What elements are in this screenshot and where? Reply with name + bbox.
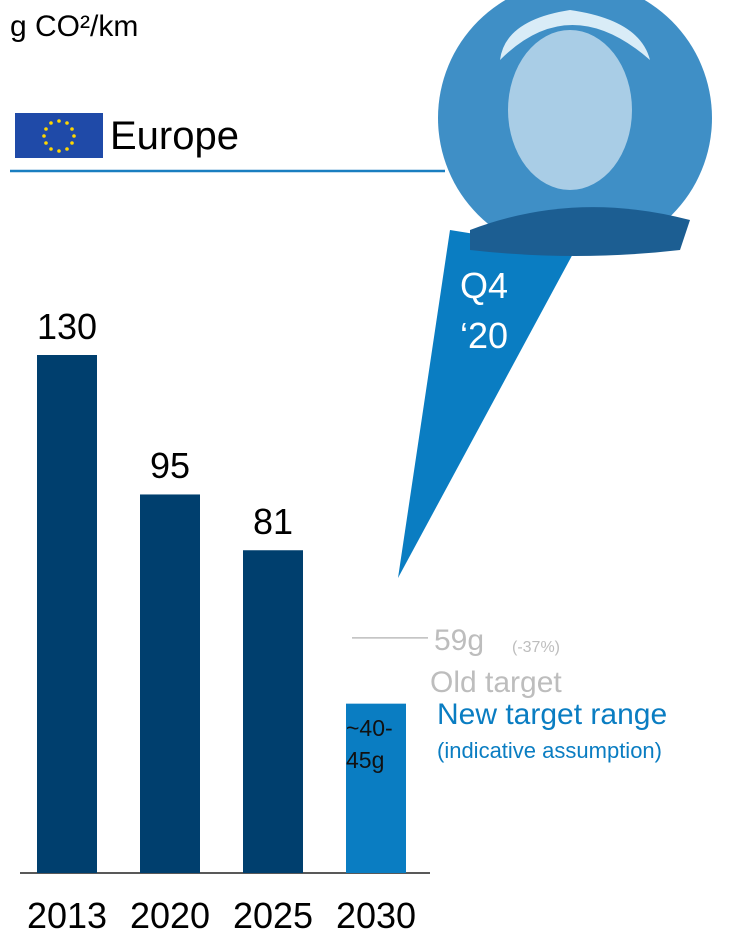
- portrait-face: [508, 30, 632, 190]
- value-label: 81: [223, 504, 323, 540]
- annotation: (indicative assumption): [437, 740, 662, 762]
- value-label: ~40-45g: [346, 712, 408, 776]
- x-tick-label: 2013: [19, 898, 115, 934]
- quote-line: Q4: [460, 268, 508, 304]
- reference-change: (-37%): [512, 640, 560, 656]
- region-label: Europe: [110, 116, 239, 156]
- page: g CO²/km Europe Q4 ‘20 New target range …: [0, 0, 743, 941]
- bar: [140, 494, 200, 873]
- quote-line: ‘20: [460, 318, 508, 354]
- x-tick-label: 2030: [328, 898, 424, 934]
- value-label: 130: [17, 309, 117, 345]
- reference-note: Old target: [430, 668, 562, 698]
- bar: [243, 550, 303, 873]
- bar: [37, 355, 97, 873]
- unit-label: g CO²/km: [10, 12, 138, 42]
- x-tick-label: 2020: [122, 898, 218, 934]
- x-tick-label: 2025: [225, 898, 321, 934]
- annotation: New target range: [437, 700, 667, 730]
- reference-label: 59g: [434, 626, 484, 656]
- value-label: 95: [120, 448, 220, 484]
